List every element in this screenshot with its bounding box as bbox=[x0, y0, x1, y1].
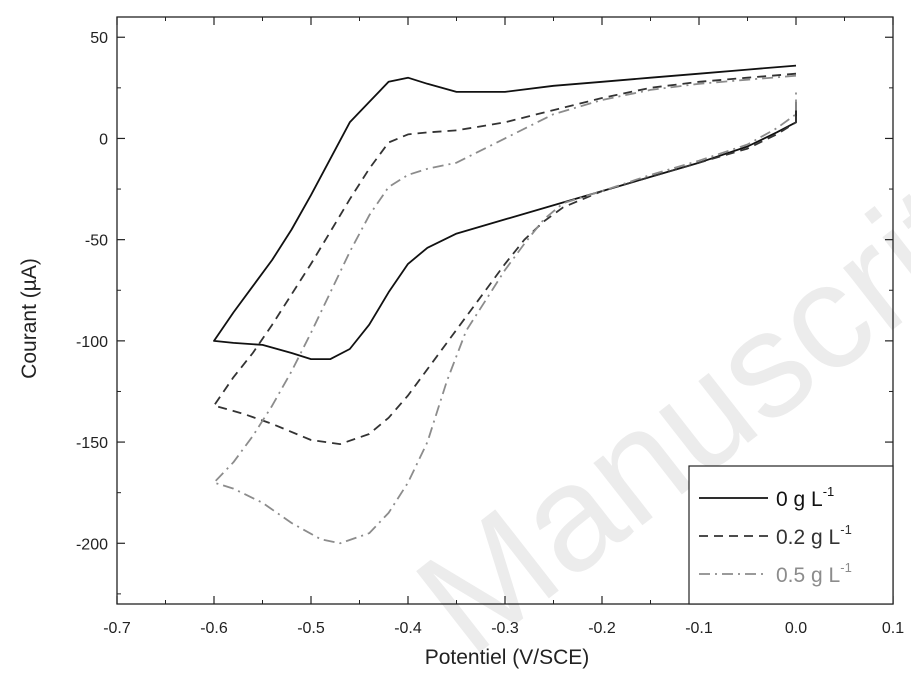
x-tick-label: -0.1 bbox=[685, 620, 713, 637]
x-axis-title: Potentiel (V/SCE) bbox=[425, 646, 590, 669]
x-tick-label: -0.4 bbox=[394, 620, 422, 637]
legend-name: 0.2 g L bbox=[776, 526, 840, 549]
legend-superscript: -1 bbox=[823, 484, 835, 499]
legend-superscript: -1 bbox=[840, 560, 852, 575]
legend-label-2: 0.5 g L-1 bbox=[776, 560, 852, 587]
x-tick-label: -0.3 bbox=[491, 620, 519, 637]
x-tick-label: 0.0 bbox=[785, 620, 807, 637]
x-axis: -0.7 -0.6 -0.5 -0.4 -0.3 -0.2 -0.1 0.0 0.1 bbox=[103, 17, 904, 637]
series-line-0 bbox=[213, 64, 797, 360]
x-tick-label: -0.2 bbox=[588, 620, 616, 637]
y-axis-title: Courant (µA) bbox=[18, 258, 41, 379]
legend-box bbox=[688, 465, 894, 605]
y-tick-label: 0 bbox=[99, 131, 108, 148]
x-tick-label: -0.7 bbox=[103, 620, 131, 637]
legend: 0 g L-10.2 g L-10.5 g L-1 bbox=[688, 465, 894, 605]
legend-label-0: 0 g L-1 bbox=[776, 484, 834, 511]
x-tick-label: 0.1 bbox=[882, 620, 904, 637]
legend-name: 0 g L bbox=[776, 488, 823, 511]
series-line-2 bbox=[213, 74, 797, 545]
watermark-text: Manuscrit bbox=[386, 153, 911, 686]
legend-label-1: 0.2 g L-1 bbox=[776, 522, 852, 549]
y-axis: 50 0 -50 -100 -150 -200 bbox=[76, 30, 893, 595]
legend-name: 0.5 g L bbox=[776, 564, 840, 587]
y-tick-label: -50 bbox=[85, 233, 108, 250]
y-tick-label: -200 bbox=[76, 536, 108, 553]
series-line-1 bbox=[213, 72, 797, 445]
y-tick-label: 50 bbox=[90, 30, 108, 47]
x-tick-label: -0.5 bbox=[297, 620, 325, 637]
y-tick-label: -150 bbox=[76, 435, 108, 452]
plot-area bbox=[213, 64, 797, 545]
x-tick-label: -0.6 bbox=[200, 620, 228, 637]
y-tick-label: -100 bbox=[76, 334, 108, 351]
legend-superscript: -1 bbox=[840, 522, 852, 537]
